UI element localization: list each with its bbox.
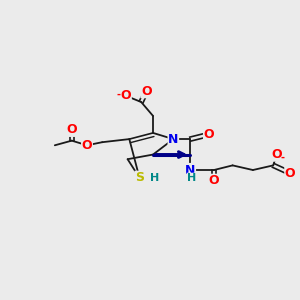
Text: O: O	[209, 174, 219, 187]
Text: H: H	[187, 173, 196, 183]
Text: O: O	[285, 167, 296, 180]
Text: O: O	[271, 148, 282, 161]
Text: O: O	[204, 128, 214, 141]
Text: N: N	[185, 164, 196, 176]
Text: O: O	[66, 123, 77, 136]
Text: -: -	[117, 89, 121, 99]
Text: O: O	[82, 139, 92, 152]
Text: O: O	[121, 89, 131, 102]
Text: N: N	[168, 133, 178, 146]
Text: -: -	[280, 152, 284, 163]
Text: O: O	[141, 85, 152, 98]
Text: S: S	[135, 171, 144, 184]
Text: H: H	[150, 173, 159, 183]
